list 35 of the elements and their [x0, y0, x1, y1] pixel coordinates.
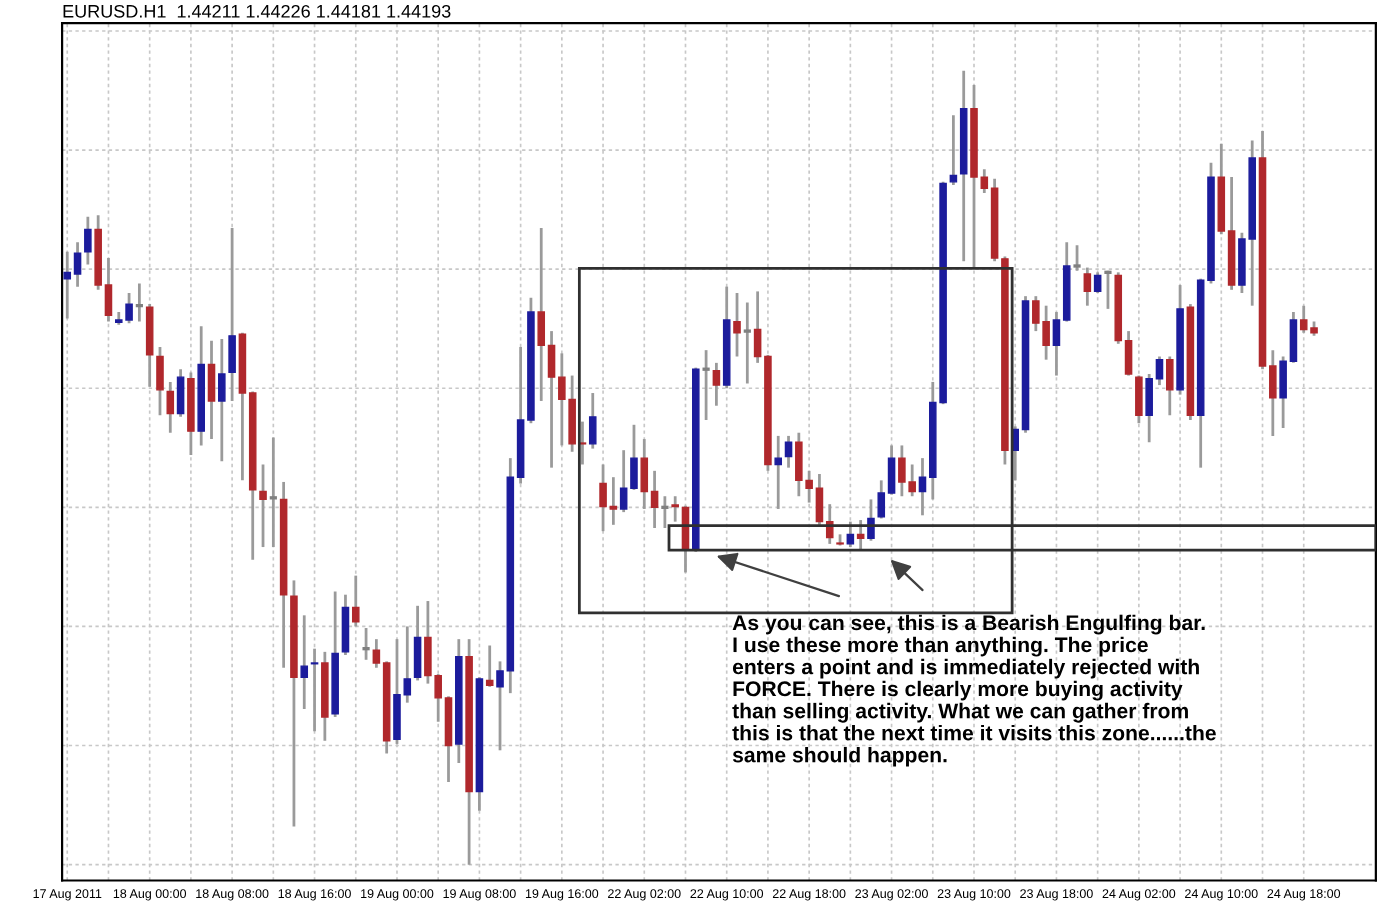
candlestick	[784, 434, 793, 470]
candlestick	[485, 644, 494, 689]
candlestick	[712, 361, 721, 408]
candlestick	[867, 498, 875, 543]
candlestick	[1071, 243, 1083, 273]
candlestick	[856, 518, 865, 552]
candlestick	[176, 367, 185, 419]
candlestick	[218, 337, 226, 463]
candlestick	[578, 420, 587, 466]
candlestick	[84, 215, 92, 266]
candlestick	[166, 380, 175, 435]
candlestick	[1165, 355, 1174, 417]
candlestick	[207, 339, 216, 441]
candlestick	[1093, 270, 1102, 295]
candlestick	[671, 494, 679, 524]
candlestick	[300, 613, 309, 711]
candlestick	[742, 301, 753, 385]
candlestick	[733, 291, 741, 358]
candlestick	[351, 574, 360, 628]
candlestick	[156, 345, 164, 417]
chart-title: EURUSD.H1 1.44211 1.44226 1.44181 1.44193	[63, 4, 451, 18]
candlestick	[846, 520, 855, 549]
candlestick	[1135, 374, 1143, 425]
candlestick	[949, 113, 958, 187]
candlestick	[228, 226, 236, 403]
candlestick	[1102, 269, 1114, 311]
candlestick	[145, 302, 154, 389]
candlestick	[259, 463, 267, 549]
candlestick	[774, 434, 783, 511]
candlestick	[588, 391, 597, 450]
candlestick	[1083, 266, 1092, 308]
candlestick	[310, 647, 319, 733]
candlestick	[413, 604, 422, 682]
annotation: As you can see, this is a Bearish Engulfing bar. I use these more than anything. The price enters a point and is immediately rejected with FORCE. There is clearly more buying activity than selling activity. What we can gather from this is that the next time it visits this zone......the same should happen.	[732, 614, 1216, 767]
candlestick	[341, 593, 350, 657]
